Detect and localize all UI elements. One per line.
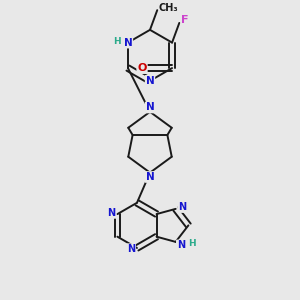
Text: N: N	[124, 38, 132, 48]
Text: N: N	[178, 202, 186, 212]
Text: H: H	[113, 37, 121, 46]
Text: N: N	[107, 208, 116, 218]
Text: F: F	[182, 15, 189, 25]
Text: N: N	[127, 244, 135, 254]
Text: N: N	[146, 103, 154, 112]
Text: N: N	[177, 240, 185, 250]
Text: CH₃: CH₃	[158, 3, 178, 13]
Text: N: N	[146, 172, 154, 182]
Text: H: H	[188, 239, 195, 248]
Text: N: N	[146, 76, 154, 86]
Text: O: O	[137, 63, 147, 73]
